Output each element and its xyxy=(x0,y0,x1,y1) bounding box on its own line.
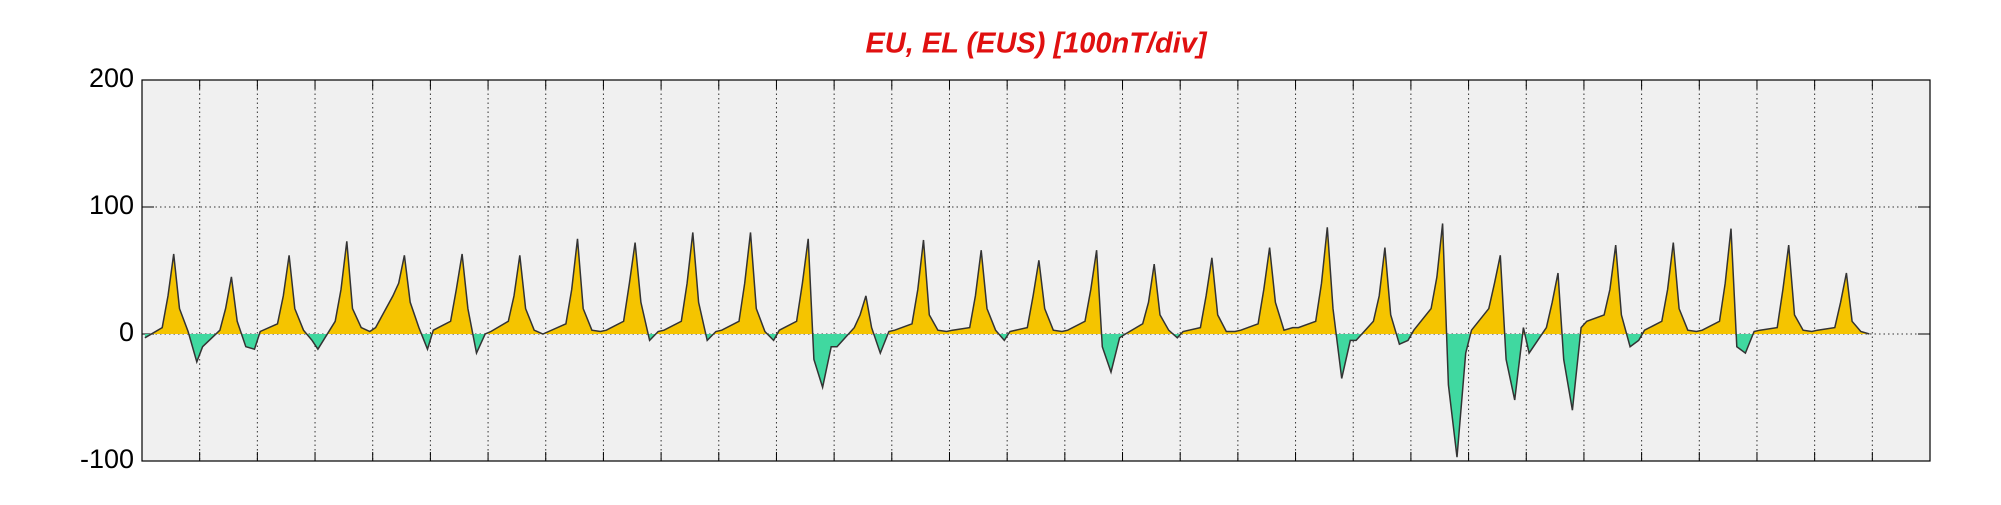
plot-background xyxy=(142,80,1930,461)
y-tick-label: 200 xyxy=(89,63,134,93)
y-tick-label: 100 xyxy=(89,190,134,220)
plot-frame xyxy=(141,79,1931,462)
y-tick-label: -100 xyxy=(80,444,134,474)
y-tick-label: 0 xyxy=(119,317,134,347)
negative-area xyxy=(144,334,1870,458)
positive-area xyxy=(144,223,1870,334)
data-line xyxy=(144,223,1870,458)
chart-title: EU, EL (EUS) [100nT/div] xyxy=(865,28,1207,60)
